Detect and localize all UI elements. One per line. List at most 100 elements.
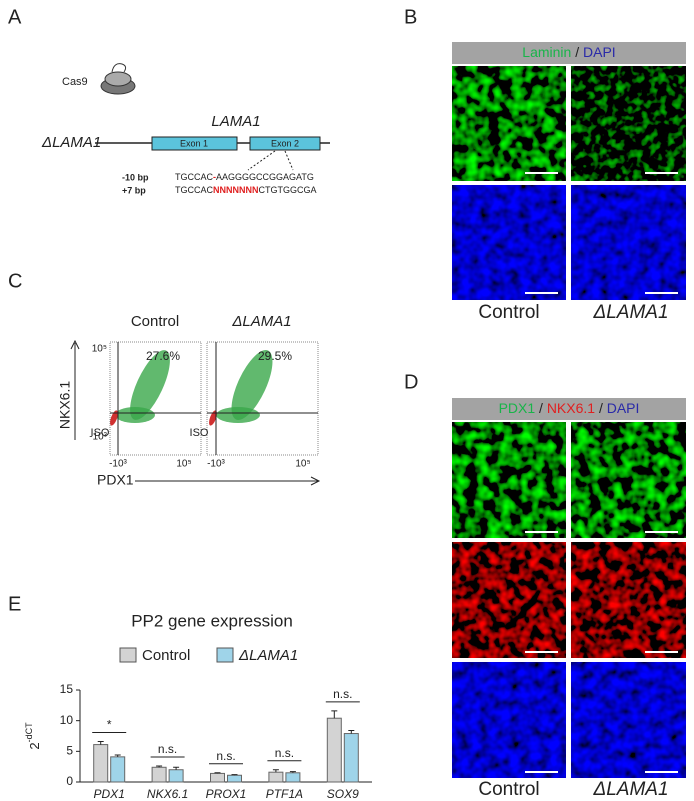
column-label: ΔLAMA1 [592,779,668,800]
x-tick-label: NKX6.1 [147,787,188,801]
legend-label: ΔLAMA1 [238,647,298,664]
x-tick-label: SOX9 [327,787,359,801]
mutation-label: +7 bp [122,185,146,195]
panel-label: D [404,371,418,393]
exon-label: Exon 2 [271,138,299,148]
column-label: Control [478,302,539,323]
axis-label: NKX6.1 [57,381,73,429]
bar [210,772,225,783]
y-tick-label: 5 [66,744,73,758]
error-bar [156,765,163,768]
bar [343,733,359,783]
panel-label: A [8,6,22,28]
micrograph [452,542,566,658]
error-bar [114,754,121,757]
allele-label: ΔLAMA1 [41,134,101,151]
tick-label: 10⁵ [295,459,310,470]
bar [326,717,342,783]
panel-label: E [8,593,21,615]
panel-label: C [8,270,22,292]
y-tick-label: 10 [60,713,74,727]
zoom-line [247,150,276,171]
axis-arrow [135,476,321,486]
stain-title: PDX1 / NKX6.1 / DAPI [499,400,640,416]
percentage: 29.5% [258,349,292,363]
x-tick-label: PDX1 [94,787,125,801]
micrograph [452,185,566,300]
micrograph [452,422,566,538]
axis-arrow [70,339,80,440]
cas9-icon [100,63,136,95]
error-bar [173,766,180,770]
bar [151,766,167,783]
error-bar [348,729,355,734]
panel-label: B [404,6,417,28]
error-bar [289,771,296,773]
flow-plot [206,341,319,456]
error-bar [97,741,104,745]
error-bar [214,772,221,774]
x-tick-label: PROX1 [206,787,247,801]
bar [93,744,109,783]
stain-header [452,398,686,420]
y-tick-label: 15 [60,682,74,696]
bar [227,774,242,783]
legend-label: Control [142,647,190,664]
y-axis-label: 2-dCT [24,722,42,750]
axis-label: PDX1 [97,472,134,488]
iso-label: ISO [91,427,110,439]
significance-label: n.s. [333,687,352,701]
micrograph [571,185,686,300]
micrograph [571,66,686,181]
stain-title: Laminin / DAPI [522,44,615,60]
micrograph [452,66,566,181]
chart-title: PP2 gene expression [131,611,293,630]
sequence: TGCCACNNNNNNNCTGTGGCGA [175,185,317,195]
significance-label: * [107,718,112,732]
stain-header [452,42,686,64]
error-bar [231,774,238,776]
significance-label: n.s. [216,749,235,763]
scale-bars [525,172,678,294]
tick-label: -10³ [109,459,127,470]
exon-label: Exon 1 [180,138,208,148]
flow-plot [109,341,202,456]
micrographs [452,66,686,300]
y-tick-label: 0 [66,774,73,788]
tick-label: 10⁵ [176,459,191,470]
tick-label: -10³ [89,432,107,443]
micrograph [571,662,686,778]
cas9-label: Cas9 [62,76,88,88]
x-tick-label: PTF1A [266,787,303,801]
exon-box [249,136,321,151]
tick-label: 10⁵ [92,344,107,355]
scale-bars [525,531,678,773]
legend-swatch [119,647,137,663]
bar [110,756,126,783]
exon-box [151,136,238,151]
column-label: Control [478,779,539,800]
error-bar [272,769,279,773]
micrographs [452,422,686,778]
bar [285,772,301,783]
micrograph [452,662,566,778]
column-label: Control [131,313,179,330]
gene-label: LAMA1 [211,113,260,130]
micrograph [571,542,686,658]
legend-swatch [216,647,234,663]
iso-label: ISO [190,427,209,439]
significance-label: n.s. [158,742,177,756]
error-bar [331,710,338,719]
micrograph [571,422,686,538]
column-label: ΔLAMA1 [592,302,668,323]
significance-label: n.s. [275,746,294,760]
column-label: ΔLAMA1 [231,313,291,330]
bar [268,771,284,783]
sequence: TGCCAC-AAGGGGCCGGAGATG [175,172,314,182]
tick-label: -10³ [207,459,225,470]
bar [168,769,184,783]
mutation-label: -10 bp [122,172,149,182]
zoom-line [284,150,294,171]
percentage: 27.6% [146,349,180,363]
